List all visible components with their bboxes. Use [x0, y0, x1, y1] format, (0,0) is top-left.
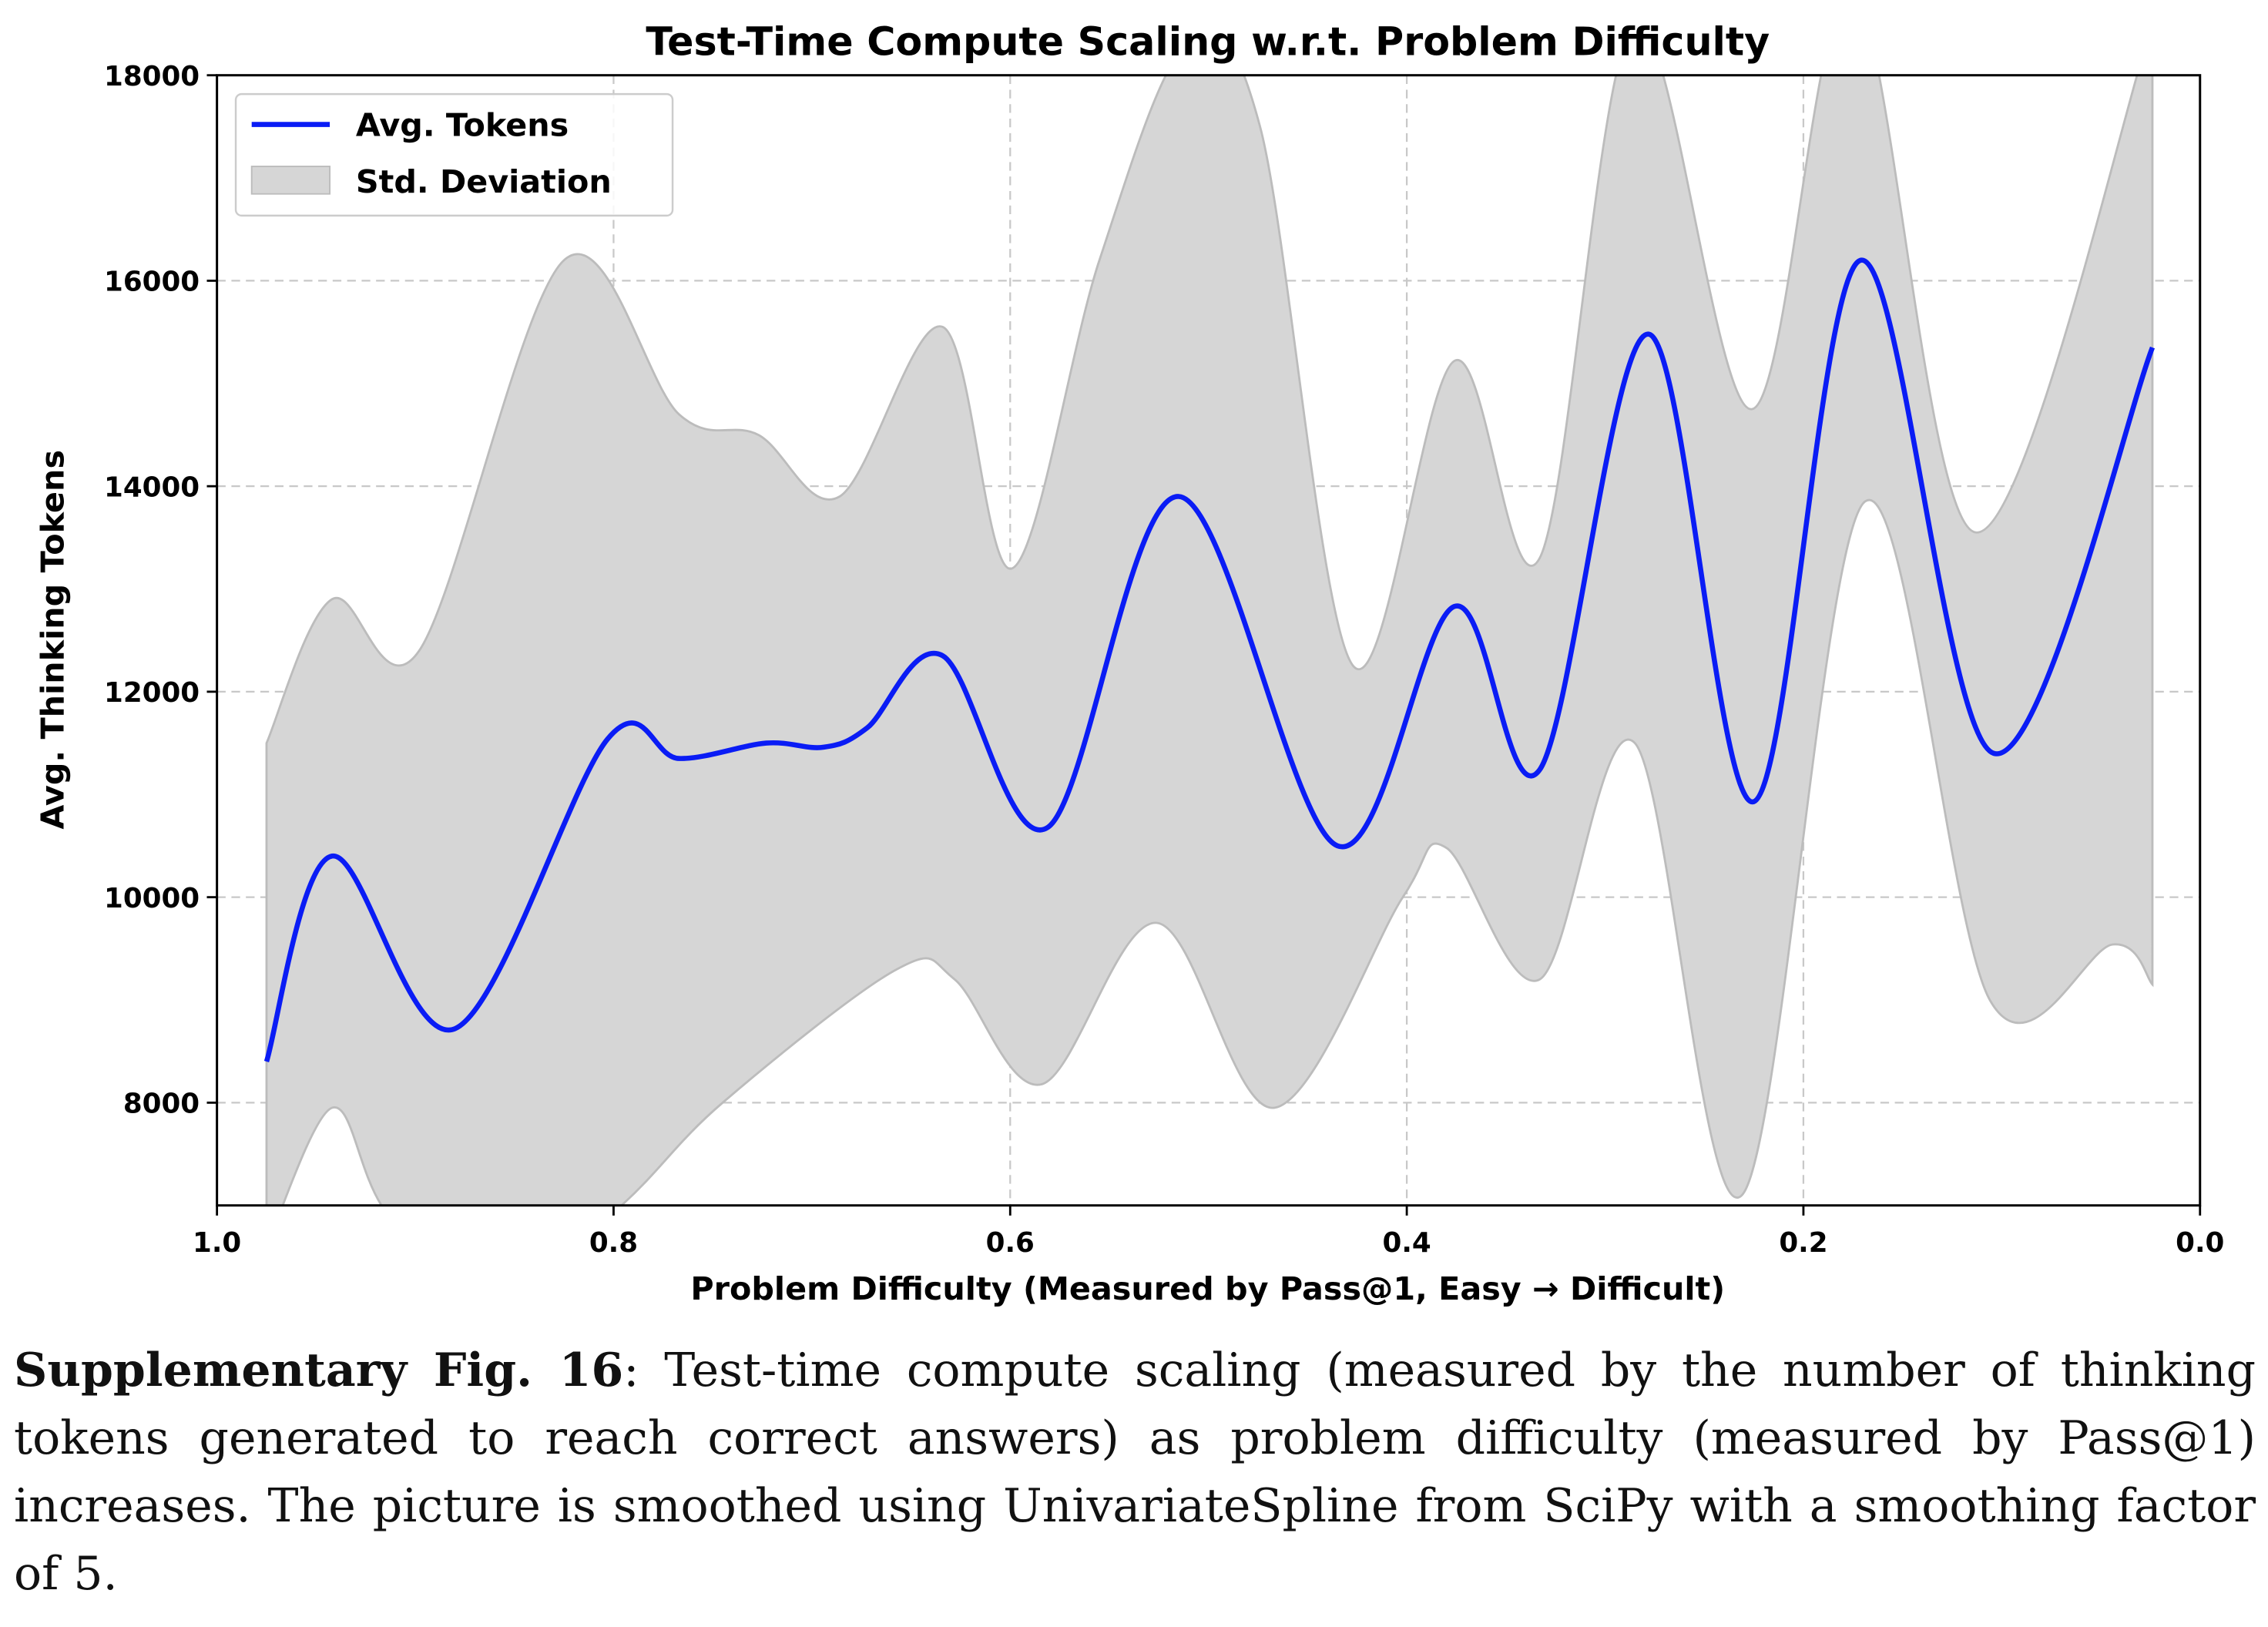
x-tick-label: 0.2 — [1779, 1227, 1827, 1259]
figure-caption: Supplementary Fig. 16: Test-time compute… — [14, 1337, 2256, 1608]
x-tick-label: 0.4 — [1383, 1227, 1431, 1259]
legend-band-swatch — [250, 166, 331, 195]
y-tick-label: 8000 — [123, 1089, 200, 1120]
legend: Avg. Tokens Std. Deviation — [234, 92, 674, 217]
y-tick-label: 10000 — [104, 883, 200, 914]
x-tick-label: 0.0 — [2176, 1227, 2224, 1259]
y-tick-label: 16000 — [104, 267, 200, 298]
axis-ticks: 1.0 0.8 0.6 0.4 0.2 0.0 8000 10000 12000 14000 160… — [104, 61, 2224, 1259]
chart: Test-Time Compute Scaling w.r.t. Problem… — [35, 18, 2225, 1307]
std-deviation-band — [265, 75, 2154, 1206]
avg-tokens-line — [263, 257, 2156, 1063]
caption-label: Supplementary Fig. 16 — [14, 1344, 624, 1397]
y-tick-label: 14000 — [104, 471, 200, 503]
x-axis-label: Problem Difficulty (Measured by Pass@1, … — [690, 1270, 1725, 1307]
y-tick-label: 12000 — [104, 677, 200, 709]
chart-title: Test-Time Compute Scaling w.r.t. Problem… — [646, 18, 1770, 64]
y-axis-label: Avg. Thinking Tokens — [35, 450, 72, 830]
y-tick-label: 18000 — [104, 61, 200, 92]
caption-text: : Test-time compute scaling (measured by… — [14, 1344, 2256, 1601]
legend-std-deviation: Std. Deviation — [356, 163, 612, 200]
x-tick-label: 1.0 — [193, 1227, 241, 1259]
plot-frame — [216, 74, 2202, 1207]
legend-avg-tokens: Avg. Tokens — [356, 107, 569, 144]
x-tick-label: 0.6 — [986, 1227, 1035, 1259]
x-tick-label: 0.8 — [589, 1227, 638, 1259]
